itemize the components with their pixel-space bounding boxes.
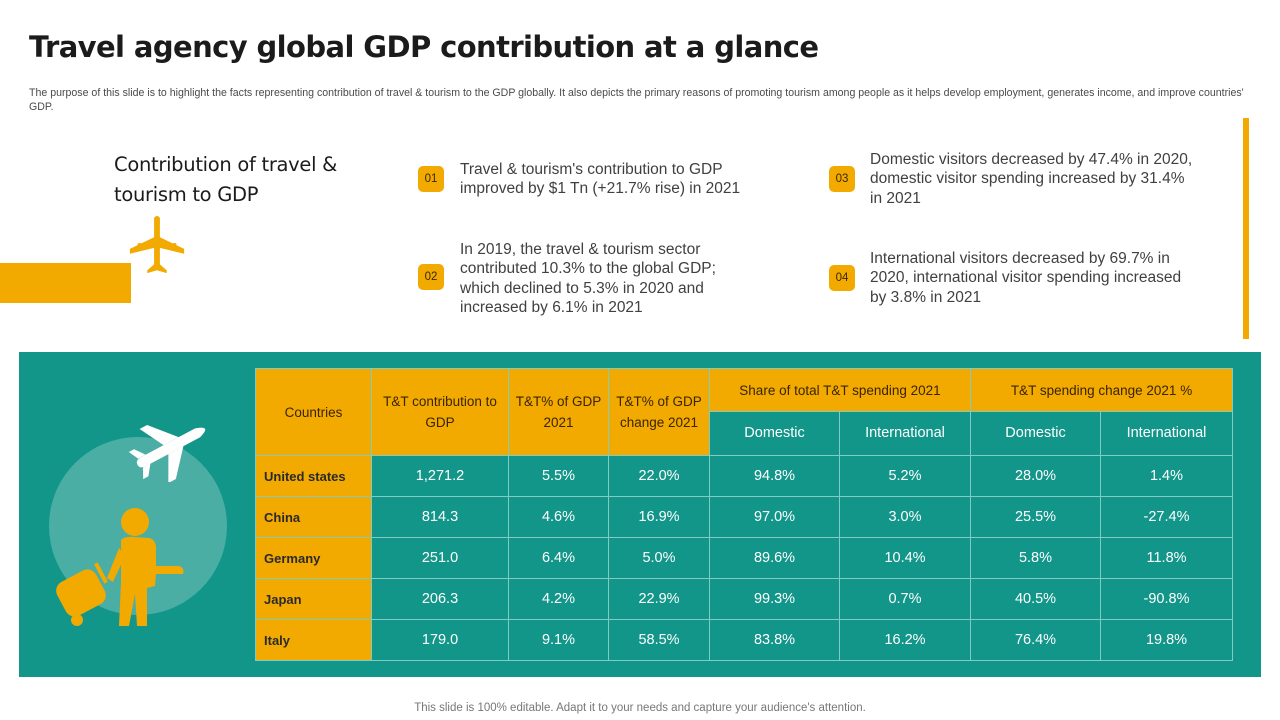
fact-text-01: Travel & tourism's contribution to GDP i… bbox=[460, 161, 741, 198]
table-row: Germany 251.0 6.4% 5.0% 89.6% 10.4% 5.8%… bbox=[255, 537, 1234, 579]
country-cell: China bbox=[255, 496, 372, 538]
table-row: Japan 206.3 4.2% 22.9% 99.3% 0.7% 40.5% … bbox=[255, 578, 1234, 620]
header-countries: Countries bbox=[255, 368, 372, 456]
fact-badge-01: 01 bbox=[418, 166, 444, 192]
share-international-cell: 10.4% bbox=[839, 537, 971, 579]
change-domestic-cell: 25.5% bbox=[970, 496, 1101, 538]
share-domestic-cell: 89.6% bbox=[709, 537, 840, 579]
country-cell: Japan bbox=[255, 578, 372, 620]
pct-gdp-cell: 9.1% bbox=[508, 619, 609, 661]
contribution-cell: 1,271.2 bbox=[371, 455, 509, 497]
country-cell: United states bbox=[255, 455, 372, 497]
country-cell: Germany bbox=[255, 537, 372, 579]
contribution-cell: 251.0 bbox=[371, 537, 509, 579]
left-accent-bar bbox=[0, 263, 131, 303]
fact-badge-02: 02 bbox=[418, 264, 444, 290]
pct-gdp-cell: 4.6% bbox=[508, 496, 609, 538]
header-pct-change: T&T% of GDP change 2021 bbox=[608, 368, 710, 456]
traveler-with-luggage-icon bbox=[56, 508, 184, 626]
share-international-cell: 3.0% bbox=[839, 496, 971, 538]
fact-text-02: In 2019, the travel & tourism sector con… bbox=[460, 241, 716, 316]
share-domestic-cell: 83.8% bbox=[709, 619, 840, 661]
pct-gdp-cell: 4.2% bbox=[508, 578, 609, 620]
airplane-icon bbox=[128, 424, 206, 482]
country-cell: Italy bbox=[255, 619, 372, 661]
change-international-cell: -90.8% bbox=[1099, 578, 1234, 620]
table-row: Italy 179.0 9.1% 58.5% 83.8% 16.2% 76.4%… bbox=[255, 619, 1234, 661]
gdp-data-table: Countries T&T contribution to GDP T&T% o… bbox=[255, 368, 1234, 661]
share-domestic-cell: 99.3% bbox=[709, 578, 840, 620]
right-accent-line bbox=[1243, 118, 1249, 339]
change-domestic-cell: 40.5% bbox=[970, 578, 1101, 620]
contribution-cell: 206.3 bbox=[371, 578, 509, 620]
header-contribution: T&T contribution to GDP bbox=[371, 368, 509, 456]
footer-note: This slide is 100% editable. Adapt it to… bbox=[414, 702, 866, 714]
change-domestic-cell: 76.4% bbox=[970, 619, 1101, 661]
pct-gdp-cell: 6.4% bbox=[508, 537, 609, 579]
header-pct-gdp: T&T% of GDP 2021 bbox=[508, 368, 609, 456]
change-domestic-cell: 28.0% bbox=[970, 455, 1101, 497]
share-domestic-cell: 94.8% bbox=[709, 455, 840, 497]
header-share-international: International bbox=[839, 411, 971, 456]
pct-change-cell: 22.9% bbox=[608, 578, 710, 620]
header-change-international: International bbox=[1099, 411, 1234, 456]
change-international-cell: 11.8% bbox=[1099, 537, 1234, 579]
share-international-cell: 0.7% bbox=[839, 578, 971, 620]
pct-gdp-cell: 5.5% bbox=[508, 455, 609, 497]
pct-change-cell: 22.0% bbox=[608, 455, 710, 497]
pct-change-cell: 58.5% bbox=[608, 619, 710, 661]
contribution-heading: Contribution of travel & tourism to GDP bbox=[114, 153, 338, 206]
share-international-cell: 16.2% bbox=[839, 619, 971, 661]
header-change-group: T&T spending change 2021 % bbox=[969, 368, 1234, 412]
change-domestic-cell: 5.8% bbox=[970, 537, 1101, 579]
pct-change-cell: 16.9% bbox=[608, 496, 710, 538]
fact-text-03: Domestic visitors decreased by 47.4% in … bbox=[870, 151, 1193, 207]
change-international-cell: -27.4% bbox=[1099, 496, 1234, 538]
fact-badge-04: 04 bbox=[829, 265, 855, 291]
fact-badge-03: 03 bbox=[829, 166, 855, 192]
header-share-group: Share of total T&T spending 2021 bbox=[709, 368, 971, 412]
header-change-domestic: Domestic bbox=[970, 411, 1101, 456]
fact-text-04: International visitors decreased by 69.7… bbox=[870, 250, 1182, 306]
change-international-cell: 19.8% bbox=[1099, 619, 1234, 661]
table-row: United states 1,271.2 5.5% 22.0% 94.8% 5… bbox=[255, 455, 1234, 497]
page-subtitle: The purpose of this slide is to highligh… bbox=[29, 87, 1244, 113]
contribution-cell: 814.3 bbox=[371, 496, 509, 538]
change-international-cell: 1.4% bbox=[1099, 455, 1234, 497]
share-domestic-cell: 97.0% bbox=[709, 496, 840, 538]
share-international-cell: 5.2% bbox=[839, 455, 971, 497]
page-title: Travel agency global GDP contribution at… bbox=[29, 30, 819, 64]
pct-change-cell: 5.0% bbox=[608, 537, 710, 579]
contribution-cell: 179.0 bbox=[371, 619, 509, 661]
table-row: China 814.3 4.6% 16.9% 97.0% 3.0% 25.5% … bbox=[255, 496, 1234, 538]
airplane-icon bbox=[129, 215, 185, 274]
header-share-domestic: Domestic bbox=[709, 411, 840, 456]
